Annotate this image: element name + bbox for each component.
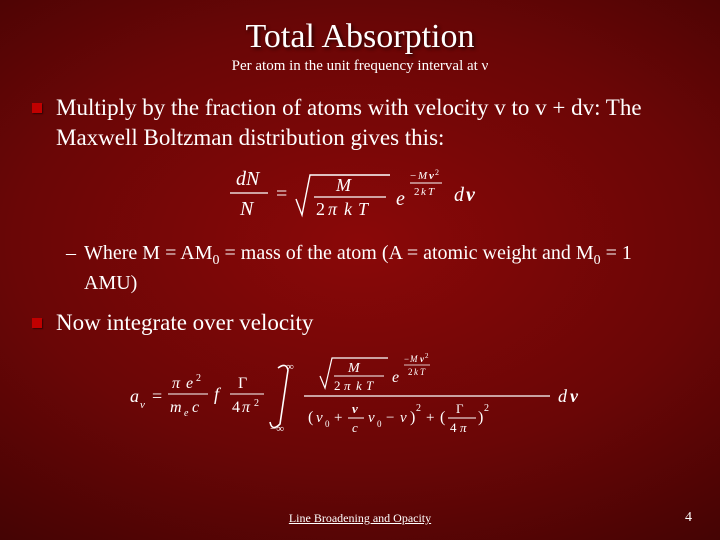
svg-text:ν: ν — [400, 410, 407, 426]
svg-text:2: 2 — [196, 373, 201, 384]
svg-text:−: − — [410, 170, 416, 182]
svg-text:−: − — [404, 354, 409, 364]
svg-text:k: k — [414, 367, 419, 377]
svg-text:k: k — [344, 199, 353, 219]
bullet-text: Multiply by the fraction of atoms with v… — [56, 93, 688, 153]
page-number: 4 — [685, 510, 692, 526]
svg-text:=: = — [152, 386, 162, 406]
svg-text:a: a — [130, 386, 139, 406]
svg-text:2: 2 — [254, 398, 259, 409]
svg-text:+: + — [334, 410, 342, 426]
formula-1: dN N = M 2 π k T e − M v — [32, 163, 688, 232]
svg-text:2: 2 — [425, 352, 429, 360]
slide-footer: Line Broadening and Opacity — [0, 511, 720, 526]
svg-text:π: π — [172, 375, 181, 392]
bullet-item: Now integrate over velocity — [32, 308, 688, 338]
bullet-text: Now integrate over velocity — [56, 308, 313, 338]
svg-text:e: e — [186, 375, 193, 392]
svg-text:(: ( — [308, 409, 313, 426]
svg-text:M: M — [417, 170, 428, 182]
svg-text:4: 4 — [450, 420, 457, 435]
svg-text:e: e — [184, 408, 189, 419]
svg-text:k: k — [421, 186, 427, 198]
svg-text:=: = — [276, 183, 287, 205]
svg-text:2: 2 — [414, 186, 420, 198]
svg-text:T: T — [428, 186, 435, 198]
svg-text:v: v — [466, 184, 476, 206]
slide-container: Total Absorption Per atom in the unit fr… — [0, 0, 720, 540]
svg-text:2: 2 — [408, 367, 413, 377]
svg-text:2: 2 — [316, 199, 325, 219]
sub-bullet-item: – Where M = AM0 = mass of the atom (A = … — [66, 240, 688, 296]
slide-title: Total Absorption — [32, 18, 688, 56]
svg-text:+: + — [426, 410, 434, 426]
svg-text:): ) — [478, 409, 483, 426]
svg-text:π: π — [328, 199, 338, 219]
svg-text:M: M — [347, 361, 361, 376]
svg-text:M: M — [335, 175, 352, 195]
svg-text:−: − — [386, 410, 394, 426]
svg-text:e: e — [392, 369, 399, 386]
svg-text:0: 0 — [325, 419, 330, 429]
svg-text:−∞: −∞ — [270, 423, 284, 435]
svg-text:f: f — [214, 384, 222, 404]
svg-text:ν: ν — [368, 410, 375, 426]
svg-text:ν: ν — [140, 399, 145, 411]
svg-text:c: c — [192, 399, 199, 416]
svg-text:∞: ∞ — [286, 361, 294, 373]
svg-text:dN: dN — [236, 168, 261, 190]
svg-text:N: N — [239, 198, 255, 220]
svg-text:): ) — [410, 409, 415, 426]
svg-text:(: ( — [440, 409, 445, 426]
svg-text:v: v — [352, 401, 358, 416]
svg-text:π: π — [344, 378, 351, 393]
bullet-item: Multiply by the fraction of atoms with v… — [32, 93, 688, 153]
svg-text:2: 2 — [416, 403, 421, 414]
svg-text:Γ: Γ — [456, 401, 464, 416]
svg-text:2: 2 — [484, 403, 489, 414]
svg-text:Γ: Γ — [238, 375, 247, 392]
svg-text:T: T — [420, 367, 426, 377]
svg-text:d: d — [558, 386, 568, 406]
svg-text:d: d — [454, 184, 465, 206]
svg-text:T: T — [366, 378, 374, 393]
formula-2: a ν = π e 2 m e c f Γ 4 π 2 — [32, 348, 688, 453]
svg-text:2: 2 — [435, 168, 439, 177]
svg-text:0: 0 — [377, 419, 382, 429]
svg-text:2: 2 — [334, 378, 341, 393]
svg-text:v: v — [570, 386, 579, 406]
svg-text:M: M — [409, 354, 418, 364]
bullet-square-icon — [32, 103, 42, 113]
sub-bullet-text: Where M = AM0 = mass of the atom (A = at… — [84, 240, 688, 296]
svg-text:ν: ν — [316, 410, 323, 426]
svg-text:π: π — [460, 420, 467, 435]
svg-text:m: m — [170, 399, 182, 416]
svg-text:4: 4 — [232, 399, 240, 416]
svg-text:c: c — [352, 420, 358, 435]
svg-text:v: v — [429, 170, 434, 182]
slide-subtitle: Per atom in the unit frequency interval … — [32, 58, 688, 75]
svg-text:T: T — [358, 199, 370, 219]
svg-text:π: π — [242, 399, 251, 416]
svg-text:k: k — [356, 378, 362, 393]
bullet-square-icon — [32, 318, 42, 328]
sub-bullet-dash-icon: – — [66, 240, 76, 266]
svg-text:e: e — [396, 188, 405, 210]
